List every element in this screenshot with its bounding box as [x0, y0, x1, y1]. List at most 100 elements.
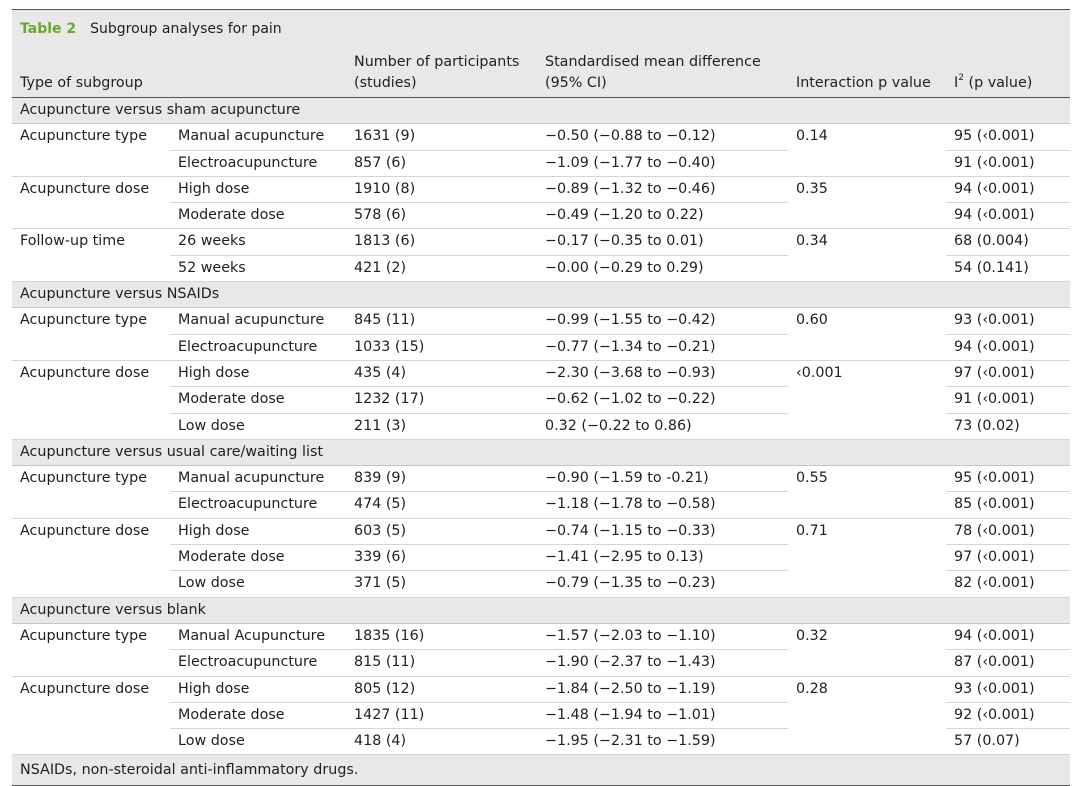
- participants: 421 (2): [346, 255, 537, 283]
- interaction-p: 0.28: [796, 680, 828, 697]
- participants: 1232 (17): [346, 386, 537, 414]
- subgroup-type-blank: [12, 702, 170, 728]
- subgroup-type: Acupuncture dose: [20, 522, 150, 539]
- table-row: Acupuncture dose High dose 805 (12) −1.84 (…: [12, 676, 1070, 703]
- subgroup-name: Manual acupuncture: [170, 307, 346, 335]
- participants: 578 (6): [346, 202, 537, 230]
- i2-value: 95 (‹0.001): [946, 123, 1070, 151]
- i2-value: 92 (‹0.001): [946, 702, 1070, 730]
- interaction-p: 0.60: [796, 312, 828, 329]
- smd: −2.30 (−3.68 to −0.93): [537, 360, 788, 388]
- participants: 211 (3): [346, 413, 537, 440]
- participants: 371 (5): [346, 570, 537, 598]
- table-row: Moderate dose 339 (6) −1.41 (−2.95 to 0.13…: [12, 544, 1070, 572]
- group-title: Acupuncture versus NSAIDs: [12, 281, 1070, 309]
- table-caption: Table 2 Subgroup analyses for pain: [12, 9, 1070, 44]
- participants: 1813 (6): [346, 228, 537, 256]
- group-title: Acupuncture versus blank: [12, 597, 1070, 624]
- smd: −0.89 (−1.32 to −0.46): [537, 176, 788, 204]
- subgroup-type-blank: [12, 491, 170, 519]
- subgroup-name: Low dose: [170, 413, 346, 440]
- header-smd-line2: (95% CI): [545, 75, 607, 91]
- smd: −1.18 (−1.78 to −0.58): [537, 491, 788, 519]
- interaction-p: 0.14: [796, 128, 828, 145]
- table-row: Electroacupuncture 815 (11) −1.90 (−2.37 t…: [12, 649, 1070, 677]
- i2-value: 87 (‹0.001): [946, 649, 1070, 677]
- i2-value: 78 (‹0.001): [946, 518, 1070, 546]
- smd: −1.84 (−2.50 to −1.19): [537, 676, 788, 703]
- group-row: Acupuncture versus blank: [12, 597, 1070, 624]
- table-row: Acupuncture dose High dose 1910 (8) −0.89 (…: [12, 176, 1070, 204]
- header-participants-line1: Number of participants: [354, 54, 520, 70]
- participants: 1631 (9): [346, 123, 537, 151]
- table-body: Acupuncture versus sham acupuncture Acupu…: [12, 97, 1070, 756]
- smd: −1.90 (−2.37 to −1.43): [537, 649, 788, 677]
- header-i2-sup: 2: [958, 73, 964, 84]
- interaction-p-blank: [788, 413, 946, 440]
- table-container: Table 2 Subgroup analyses for pain Type o…: [12, 9, 1070, 786]
- group-row: Acupuncture versus usual care/waiting li…: [12, 439, 1070, 467]
- interaction-p-blank: [788, 387, 946, 413]
- subgroup-name: Manual Acupuncture: [170, 623, 346, 651]
- header-i2: I2 (p value): [946, 44, 1070, 98]
- subgroup-type: Follow-up time: [20, 233, 125, 250]
- header-type: Type of subgroup: [12, 44, 170, 98]
- participants: 418 (4): [346, 728, 537, 756]
- group-row: Acupuncture versus sham acupuncture: [12, 97, 1070, 125]
- participants: 1427 (11): [346, 702, 537, 730]
- interaction-p-blank: [788, 202, 946, 230]
- group-title: Acupuncture versus sham acupuncture: [12, 97, 1070, 125]
- smd: −0.77 (−1.34 to −0.21): [537, 334, 788, 361]
- i2-value: 91 (‹0.001): [946, 386, 1070, 414]
- table-row: Low dose 371 (5) −0.79 (−1.35 to −0.23) 82 …: [12, 570, 1070, 598]
- subgroup-name: Electroacupuncture: [170, 334, 346, 361]
- header-participants: Number of participants (studies): [346, 44, 537, 98]
- smd: −0.17 (−0.35 to 0.01): [537, 228, 788, 256]
- smd: 0.32 (−0.22 to 0.86): [537, 413, 788, 440]
- subgroup-type: Acupuncture type: [20, 470, 148, 487]
- subgroup-name: Electroacupuncture: [170, 649, 346, 677]
- participants: 603 (5): [346, 518, 537, 546]
- i2-value: 54 (0.141): [946, 255, 1070, 283]
- interaction-p: 0.55: [796, 470, 828, 487]
- i2-value: 85 (‹0.001): [946, 491, 1070, 519]
- table-row: Acupuncture dose High dose 603 (5) −0.74 (−…: [12, 518, 1070, 546]
- interaction-p-blank: [788, 728, 946, 756]
- table-row: Low dose 418 (4) −1.95 (−2.31 to −1.59) 57 …: [12, 728, 1070, 756]
- smd: −0.49 (−1.20 to 0.22): [537, 202, 788, 230]
- subgroup-name: Manual acupuncture: [170, 465, 346, 493]
- smd: −1.48 (−1.94 to −1.01): [537, 702, 788, 730]
- i2-value: 95 (‹0.001): [946, 465, 1070, 493]
- subgroup-name: Low dose: [170, 570, 346, 598]
- subgroup-type: Acupuncture type: [20, 627, 148, 644]
- table-row: Acupuncture dose High dose 435 (4) −2.30 (−…: [12, 360, 1070, 388]
- interaction-p: 0.34: [796, 233, 828, 250]
- subgroup-type: Acupuncture type: [20, 128, 148, 145]
- interaction-p-blank: [788, 702, 946, 728]
- interaction-p: 0.71: [796, 522, 828, 539]
- subgroup-type-blank: [12, 202, 170, 230]
- participants: 839 (9): [346, 465, 537, 493]
- smd: −1.57 (−2.03 to −1.10): [537, 623, 788, 651]
- smd: −0.79 (−1.35 to −0.23): [537, 570, 788, 598]
- table-row: Moderate dose 1232 (17) −0.62 (−1.02 to −0…: [12, 386, 1070, 414]
- i2-value: 73 (0.02): [946, 413, 1070, 440]
- subgroup-name: Moderate dose: [170, 202, 346, 230]
- smd: −0.62 (−1.02 to −0.22): [537, 386, 788, 414]
- footnote-row: NSAIDs, non-steroidal anti-inflammatory …: [12, 754, 1070, 786]
- header-blank: [170, 44, 346, 98]
- table-row: Electroacupuncture 1033 (15) −0.77 (−1.34 …: [12, 334, 1070, 361]
- subgroup-type-blank: [12, 387, 170, 413]
- table-row: Low dose 211 (3) 0.32 (−0.22 to 0.86) 73 (0…: [12, 413, 1070, 440]
- i2-value: 93 (‹0.001): [946, 676, 1070, 703]
- subgroup-type: Acupuncture dose: [20, 180, 150, 197]
- subgroup-type-blank: [12, 649, 170, 677]
- participants: 805 (12): [346, 676, 537, 703]
- interaction-p: 0.32: [796, 627, 828, 644]
- subgroup-name: Manual acupuncture: [170, 123, 346, 151]
- subgroup-table: Type of subgroup Number of participants (…: [12, 44, 1070, 786]
- group-row: Acupuncture versus NSAIDs: [12, 281, 1070, 309]
- subgroup-type-blank: [12, 255, 170, 283]
- header-smd-line1: Standardised mean difference: [545, 54, 761, 70]
- i2-value: 57 (0.07): [946, 728, 1070, 756]
